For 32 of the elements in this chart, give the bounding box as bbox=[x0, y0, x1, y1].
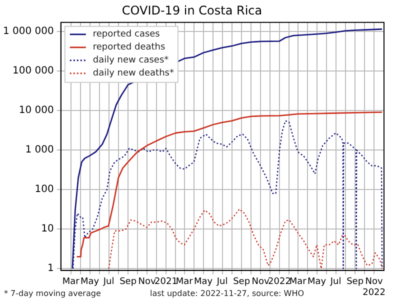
legend-label: daily new cases* bbox=[92, 56, 170, 66]
x-tick-label: 2021 bbox=[154, 277, 178, 288]
text: * 7-day moving average bbox=[4, 289, 101, 298]
x-tick-label: Nov bbox=[252, 277, 270, 288]
chart-title: COVID-19 in Costa Rica bbox=[122, 3, 262, 18]
y-tick-label: 1 bbox=[48, 263, 54, 274]
x-tick-label: Jul bbox=[102, 277, 114, 288]
y-tick-label: 100 000 bbox=[12, 66, 54, 77]
x-tick-label: Jul bbox=[216, 277, 228, 288]
legend-label: reported deaths bbox=[92, 42, 166, 53]
legend-label: daily new deaths* bbox=[92, 68, 174, 79]
line-series bbox=[108, 208, 383, 270]
x-tick-label: Mar bbox=[289, 277, 307, 288]
text: last update: 2022-11-27, source: WHO bbox=[150, 289, 304, 298]
x-tick-label: Mar bbox=[176, 277, 194, 288]
x-tick-label: May bbox=[308, 277, 327, 288]
y-tick-label: 10 000 bbox=[18, 105, 54, 116]
x-tick-label: May bbox=[80, 277, 100, 288]
x-tick-label: 2022 bbox=[268, 277, 291, 288]
x-tick-label: Sep bbox=[346, 277, 364, 288]
y-tick-label: 10 bbox=[41, 224, 54, 235]
x-tick-label: Nov bbox=[138, 277, 156, 288]
y-tick-label: 1 000 000 bbox=[2, 26, 54, 38]
x-tick-label: Sep bbox=[233, 277, 250, 288]
x-tick-label: Nov 2022 bbox=[362, 277, 386, 298]
y-tick-label: 100 bbox=[34, 184, 54, 196]
legend-label: reported cases bbox=[92, 30, 160, 40]
y-tick-label: 1 000 bbox=[25, 144, 54, 156]
x-tick-label: Sep bbox=[120, 277, 137, 288]
x-tick-label: Jul bbox=[329, 277, 342, 288]
x-tick-label: Mar bbox=[62, 277, 80, 288]
x-tick-label: May bbox=[194, 277, 214, 288]
